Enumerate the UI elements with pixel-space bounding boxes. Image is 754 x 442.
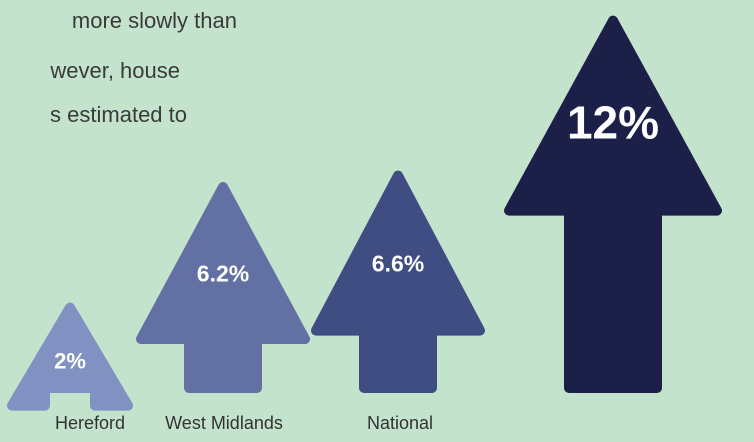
intro-text-line-2: wever, house	[50, 58, 180, 83]
arrow-bar-west-midlands	[136, 182, 310, 393]
intro-text-line-3: s estimated to	[50, 102, 187, 127]
arrow-bar-national	[311, 170, 485, 393]
category-label-national: National	[366, 413, 434, 433]
arrow-bar-hereford	[7, 302, 133, 411]
value-label-fourth: 12%	[567, 96, 659, 148]
value-label-hereford: 2%	[54, 348, 86, 373]
category-label-hereford: Hereford	[54, 413, 126, 433]
category-label-west-midlands: West Midlands	[165, 413, 283, 433]
arrow-bar-fourth	[504, 15, 722, 393]
value-label-west-midlands: 6.2%	[197, 260, 249, 286]
value-label-national: 6.6%	[372, 251, 424, 277]
intro-text-line-1: more slowly than	[71, 8, 237, 33]
